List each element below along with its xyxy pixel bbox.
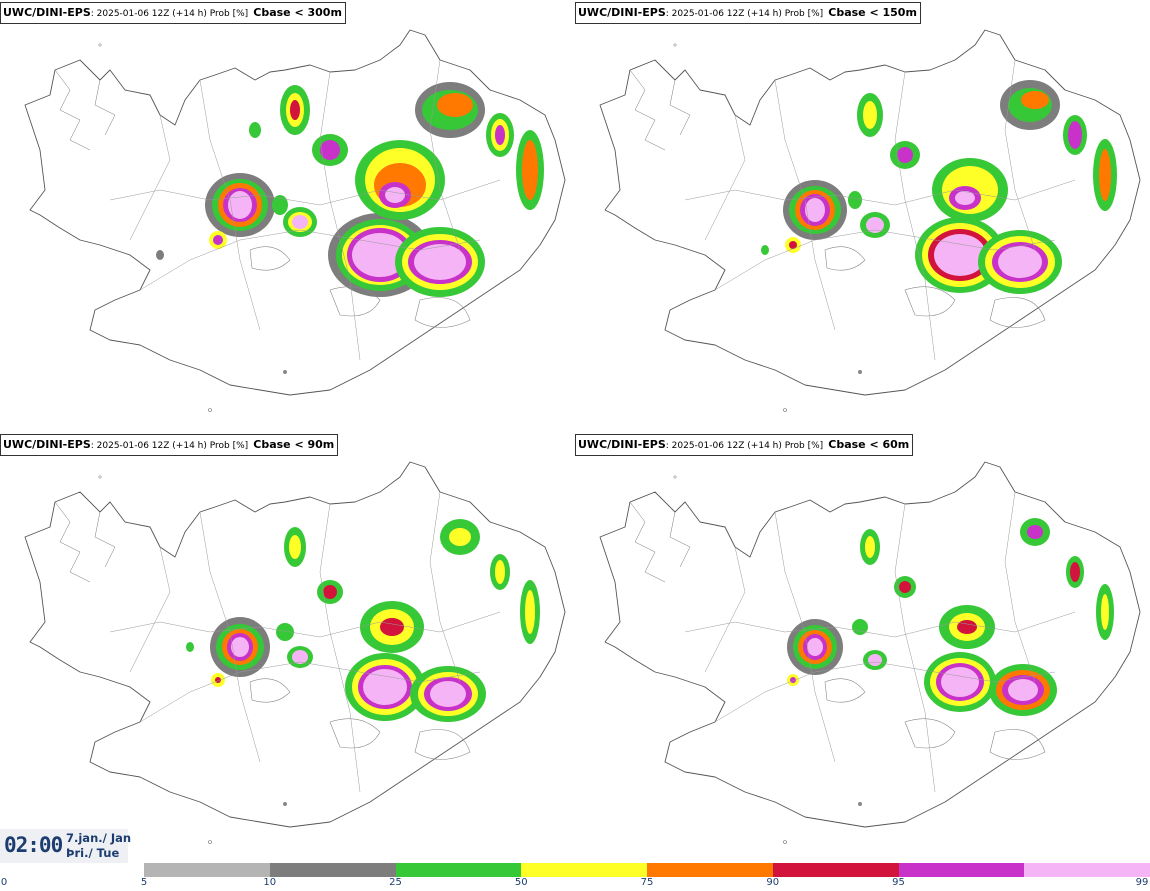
colorbar-segment <box>521 863 647 877</box>
map-panel-60m: UWC/DINI-EPS: 2025-01-06 12Z (+14 h) Pro… <box>575 432 1150 862</box>
map-panel-90m: UWC/DINI-EPS: 2025-01-06 12Z (+14 h) Pro… <box>0 432 575 862</box>
colorbar-segment <box>1024 863 1150 877</box>
colorbar-tick-label: 95 <box>892 877 905 888</box>
panel-title: UWC/DINI-EPS: 2025-01-06 12Z (+14 h) Pro… <box>575 2 921 24</box>
probability-map <box>599 461 1141 844</box>
valid-time-date: 7.jan./ Jan Þri./ Tue <box>66 831 132 860</box>
probability-colorbar <box>144 863 1150 877</box>
colorbar-segment <box>395 863 522 877</box>
colorbar-segment <box>269 863 396 877</box>
valid-time-box: 02:00 7.jan./ Jan Þri./ Tue <box>0 829 132 863</box>
probability-map <box>24 29 566 412</box>
colorbar-segment <box>772 863 899 877</box>
colorbar-segment <box>647 863 773 877</box>
colorbar-segment <box>898 863 1025 877</box>
map-panel-300m: UWC/DINI-EPS: 2025-01-06 12Z (+14 h) Pro… <box>0 0 575 430</box>
colorbar-tick-label: 25 <box>389 877 402 888</box>
probability-map <box>24 461 566 844</box>
panel-title: UWC/DINI-EPS: 2025-01-06 12Z (+14 h) Pro… <box>575 434 914 456</box>
colorbar-tick-label: 50 <box>514 877 528 888</box>
colorbar-tick-label: 5 <box>140 877 148 888</box>
colorbar-segment <box>144 863 270 877</box>
colorbar-tick-label: 90 <box>766 877 780 888</box>
probability-map <box>599 29 1141 412</box>
colorbar-tick-label: 75 <box>640 877 654 888</box>
valid-time-clock: 02:00 <box>4 833 63 857</box>
colorbar-tick-label: 10 <box>263 877 277 888</box>
panel-title: UWC/DINI-EPS: 2025-01-06 12Z (+14 h) Pro… <box>0 434 339 456</box>
colorbar-tick-label: 99 <box>1135 877 1149 888</box>
panel-title: UWC/DINI-EPS: 2025-01-06 12Z (+14 h) Pro… <box>0 2 346 24</box>
colorbar-tick-label: 0 <box>0 877 8 888</box>
map-panel-150m: UWC/DINI-EPS: 2025-01-06 12Z (+14 h) Pro… <box>575 0 1150 430</box>
